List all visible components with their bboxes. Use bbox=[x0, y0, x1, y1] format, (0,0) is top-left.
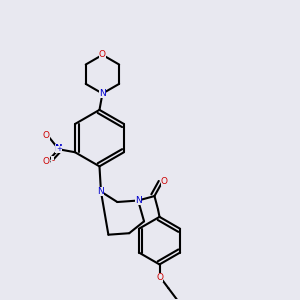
Text: N: N bbox=[99, 89, 106, 98]
Text: O: O bbox=[161, 177, 168, 186]
Text: O: O bbox=[43, 131, 50, 140]
Text: -: - bbox=[51, 156, 54, 165]
Text: +: + bbox=[56, 146, 62, 152]
Text: O: O bbox=[99, 50, 106, 59]
Text: N: N bbox=[98, 187, 104, 196]
Text: O: O bbox=[43, 157, 50, 166]
Text: N: N bbox=[135, 196, 142, 205]
Text: O: O bbox=[156, 273, 163, 282]
Text: N: N bbox=[55, 145, 62, 154]
